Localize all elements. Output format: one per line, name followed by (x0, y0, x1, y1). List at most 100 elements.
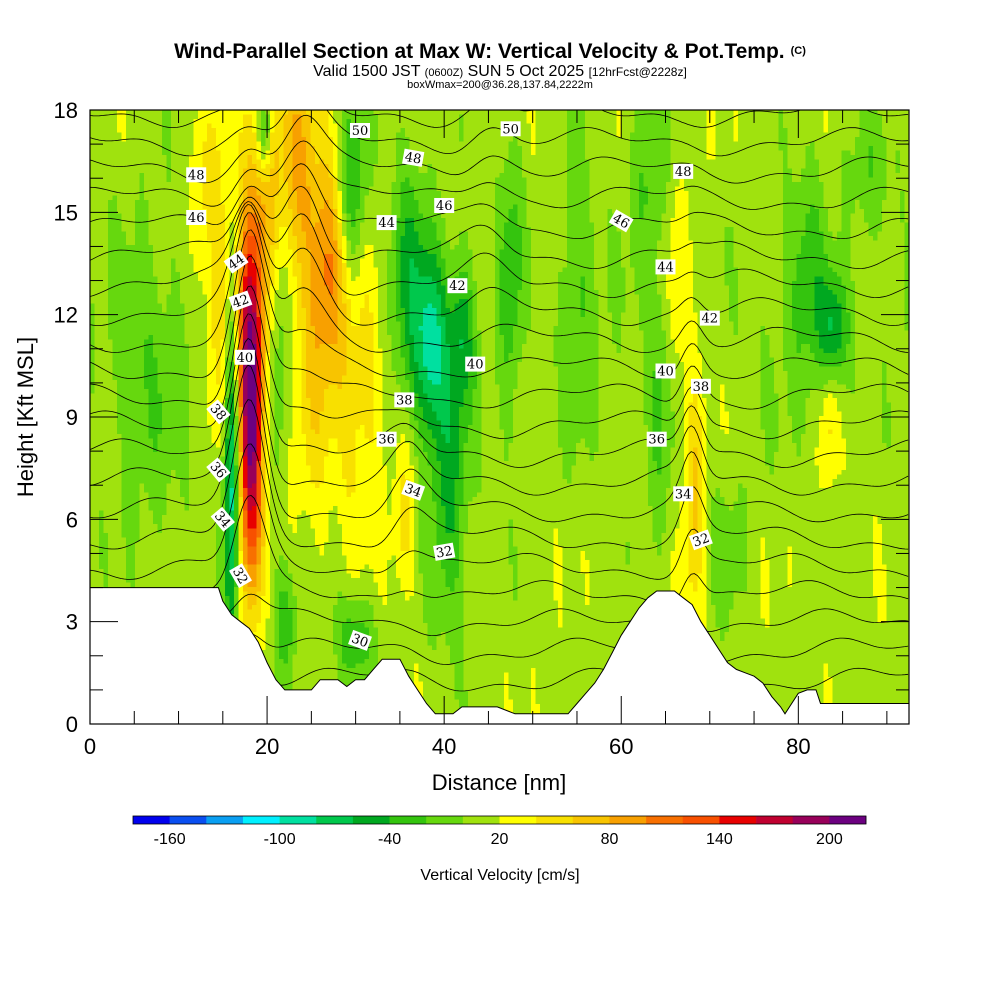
heatmap-cell (738, 483, 743, 489)
heatmap-cell (391, 240, 397, 246)
heatmap-cell (423, 321, 437, 327)
heatmap-cell (283, 389, 293, 394)
heatmap-cell (256, 254, 262, 259)
heatmap-cell (652, 425, 662, 430)
heatmap-cell (495, 182, 527, 187)
heatmap-cell (634, 285, 658, 291)
heatmap-cell (522, 285, 532, 291)
heatmap-cell (247, 258, 253, 264)
heatmap-cell (585, 150, 631, 156)
heatmap-cell (324, 546, 343, 552)
heatmap-cell (783, 195, 824, 201)
heatmap-cell (351, 308, 361, 313)
heatmap-cell (409, 528, 415, 534)
heatmap-cell (378, 272, 388, 277)
heatmap-cell (715, 492, 721, 498)
heatmap-cell (495, 258, 500, 264)
heatmap-cell (409, 524, 415, 529)
heatmap-cell (216, 546, 226, 552)
heatmap-cell (211, 429, 221, 435)
heatmap-cell (900, 209, 905, 214)
heatmap-cell (693, 294, 730, 300)
heatmap-cell (234, 492, 239, 498)
heatmap-cell (238, 155, 248, 160)
heatmap-cell (598, 303, 608, 309)
heatmap-cell (418, 465, 433, 471)
heatmap-cell (108, 249, 154, 255)
heatmap-cell (400, 245, 424, 250)
heatmap-cell (859, 204, 883, 210)
heatmap-cell (292, 137, 307, 142)
heatmap-cell (265, 362, 271, 367)
heatmap-cell (508, 209, 518, 214)
heatmap-cell (229, 506, 235, 511)
heatmap-cell (481, 366, 496, 372)
heatmap-cell (252, 123, 257, 129)
heatmap-cell (189, 362, 208, 367)
heatmap-cell (661, 236, 671, 241)
heatmap-cell (148, 222, 190, 228)
heatmap-cell (288, 276, 298, 282)
heatmap-cell (823, 231, 833, 237)
heatmap-cell (481, 438, 505, 444)
heatmap-cell (288, 438, 307, 444)
heatmap-cell (274, 227, 280, 232)
heatmap-cell (162, 519, 217, 525)
heatmap-cell (238, 173, 244, 178)
heatmap-cell (594, 249, 608, 255)
heatmap-cell (270, 479, 289, 484)
heatmap-cell (468, 312, 473, 318)
heatmap-cell (472, 272, 496, 277)
heatmap-cell (760, 357, 775, 363)
heatmap-cell (283, 398, 293, 403)
heatmap-cell (832, 393, 883, 399)
heatmap-cell (621, 263, 631, 268)
heatmap-cell (436, 186, 496, 192)
heatmap-cell (108, 240, 127, 246)
heatmap-cell (90, 128, 118, 133)
heatmap-cell (337, 141, 343, 147)
heatmap-cell (189, 402, 208, 408)
heatmap-cell (90, 506, 122, 511)
heatmap-cell (175, 263, 194, 268)
heatmap-cell (396, 146, 410, 151)
heatmap-cell (247, 164, 257, 169)
heatmap-cell (454, 510, 460, 516)
heatmap-cell (108, 276, 158, 282)
heatmap-cell (189, 416, 208, 421)
heatmap-cell (828, 128, 860, 133)
heatmap-cell (234, 510, 239, 516)
heatmap-cell (580, 281, 586, 286)
heatmap-cell (733, 114, 739, 120)
heatmap-cell (702, 465, 707, 471)
heatmap-cell (882, 366, 887, 372)
heatmap-cell (481, 479, 568, 484)
heatmap-cell (243, 470, 248, 475)
heatmap-cell (157, 389, 190, 394)
heatmap-cell (459, 137, 464, 142)
heatmap-cell (319, 218, 334, 223)
heatmap-cell (396, 299, 401, 304)
heatmap-cell (256, 299, 262, 304)
heatmap-cell (90, 416, 118, 421)
heatmap-cell (144, 366, 158, 372)
heatmap-cell (472, 321, 478, 327)
heatmap-cell (256, 447, 262, 453)
heatmap-cell (805, 150, 815, 156)
heatmap-cell (441, 303, 446, 309)
heatmap-cell (220, 173, 239, 178)
heatmap-cell (414, 438, 424, 444)
heatmap-cell (670, 384, 685, 390)
heatmap-cell (558, 294, 581, 300)
heatmap-cell (441, 330, 446, 336)
heatmap-cell (166, 294, 181, 300)
heatmap-cell (868, 227, 883, 232)
heatmap-cell (301, 362, 307, 367)
heatmap-cell (670, 317, 698, 322)
heatmap-cell (850, 240, 905, 246)
heatmap-cell (247, 546, 257, 552)
heatmap-cell (247, 195, 262, 201)
heatmap-cell (153, 272, 172, 277)
heatmap-cell (405, 308, 410, 313)
heatmap-cell (90, 200, 109, 205)
